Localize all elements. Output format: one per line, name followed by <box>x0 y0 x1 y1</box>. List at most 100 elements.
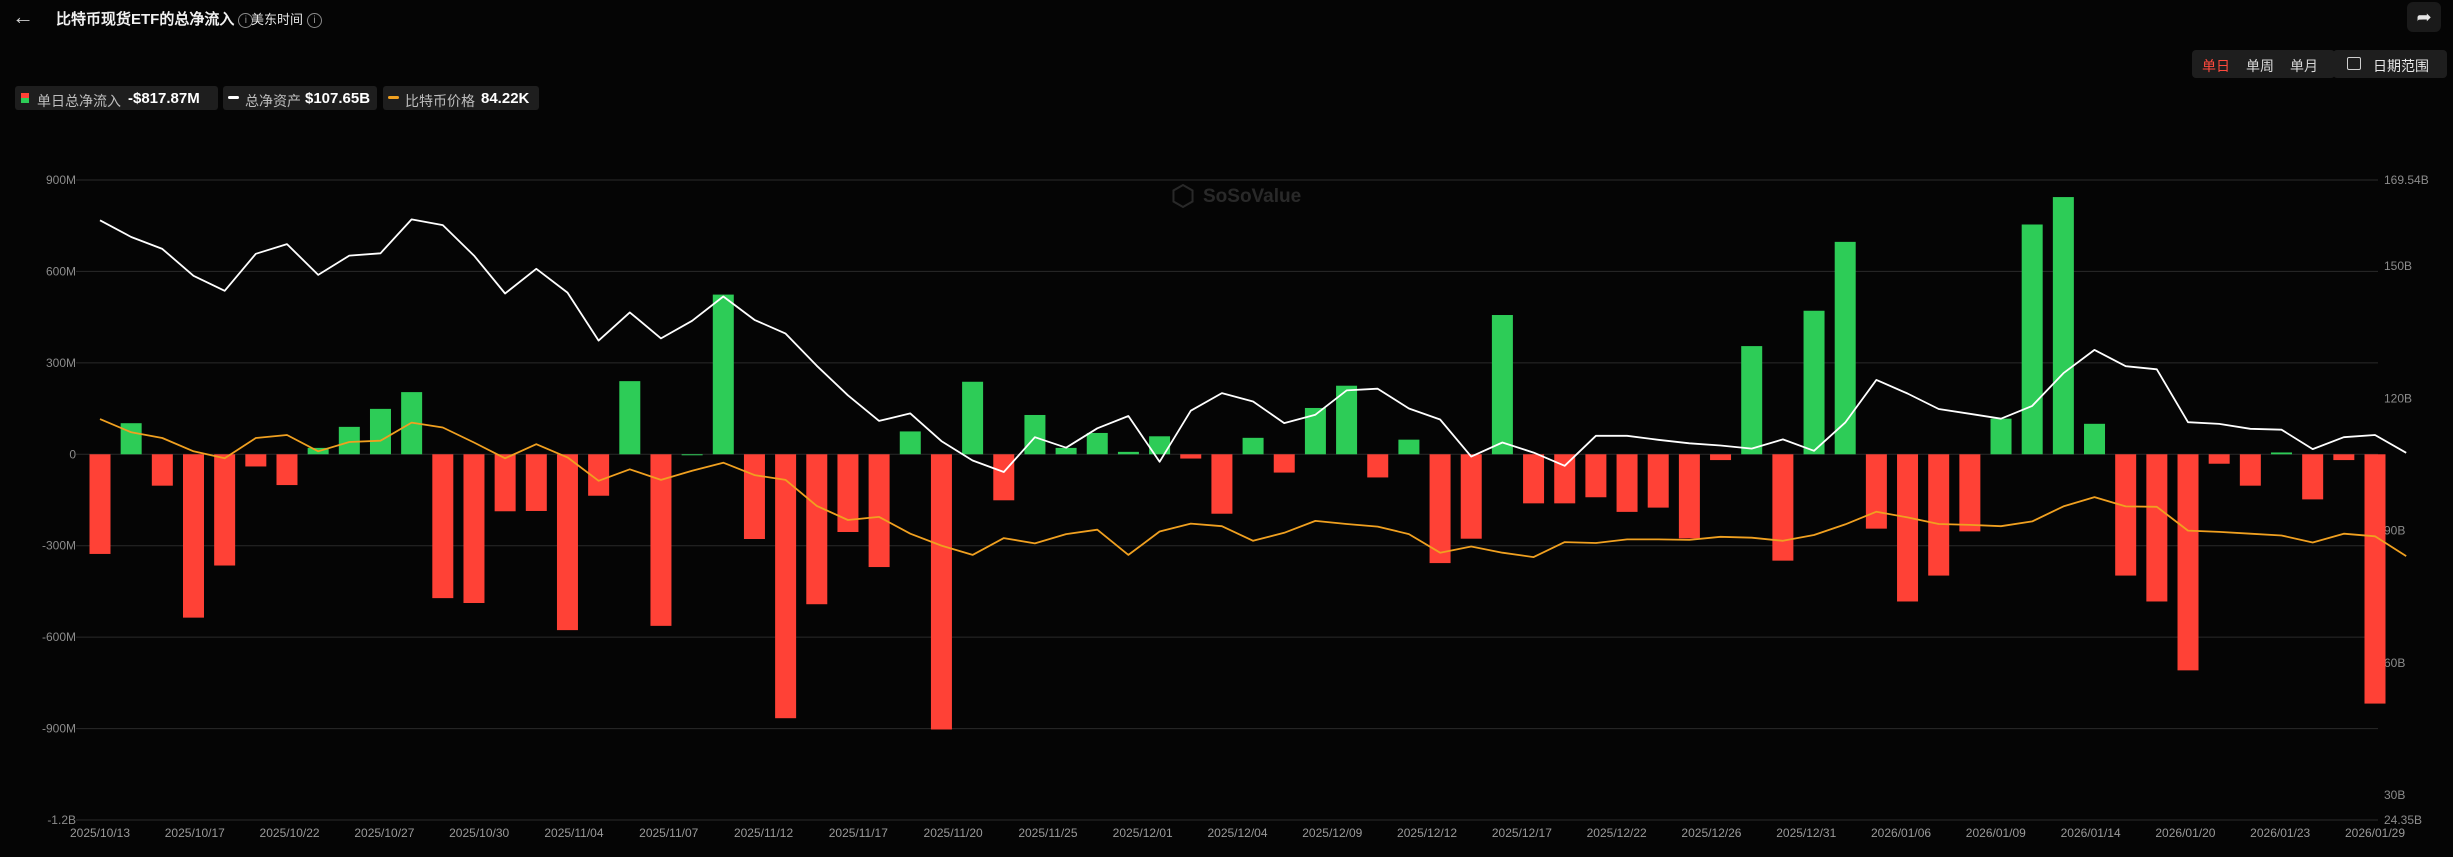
legend-btc-price[interactable]: 比特币价格 84.22K <box>383 86 539 110</box>
bar <box>151 454 173 486</box>
y-tick-label: -900M <box>42 722 76 736</box>
bar <box>743 454 765 540</box>
page-title: 比特币现货ETF的总净流入 i <box>56 8 254 29</box>
x-tick-label: 2025/12/04 <box>1207 826 1267 840</box>
bar <box>1834 241 1856 455</box>
bar <box>1304 407 1326 455</box>
bar <box>1772 454 1794 561</box>
bar <box>214 454 236 566</box>
x-tick-label: 2025/10/22 <box>260 826 320 840</box>
bar <box>650 454 672 626</box>
bar <box>806 454 828 605</box>
legend-net-inflow[interactable]: 单日总净流入 -$817.87M <box>15 86 218 110</box>
x-tick-label: 2025/12/09 <box>1302 826 1362 840</box>
x-tick-label: 2025/10/13 <box>70 826 130 840</box>
bar <box>1959 454 1981 532</box>
bar <box>1678 454 1700 539</box>
bar <box>1429 454 1451 564</box>
bar <box>868 454 890 568</box>
bar <box>432 454 454 599</box>
bar <box>1585 454 1607 498</box>
x-tick-label: 2026/01/23 <box>2250 826 2310 840</box>
bar <box>2115 454 2137 576</box>
bar <box>525 454 547 511</box>
y2-tick-label: 24.35B <box>2384 813 2422 827</box>
bar <box>899 431 921 455</box>
bar <box>1149 436 1171 455</box>
bar <box>1367 454 1389 478</box>
watermark-text: SoSoValue <box>1203 186 1301 207</box>
btc-price-line <box>99 418 2407 558</box>
bar <box>1211 454 1233 514</box>
x-tick-label: 2026/01/20 <box>2155 826 2215 840</box>
bar <box>556 454 578 631</box>
arrow-left-icon[interactable]: ← <box>12 4 34 29</box>
legend-name: 比特币价格 <box>405 93 475 109</box>
bar <box>2208 454 2230 464</box>
bar <box>775 454 797 719</box>
legend-value: 84.22K <box>481 90 530 107</box>
period-switch: 单日 单周 单月 <box>2192 50 2335 78</box>
tab-weekly[interactable]: 单周 <box>2246 58 2274 74</box>
bar <box>2271 452 2293 455</box>
tab-daily[interactable]: 单日 <box>2202 58 2230 74</box>
x-tick-label: 2025/11/12 <box>734 826 793 840</box>
y2-tick-label: 30B <box>2384 788 2405 802</box>
share-button[interactable]: ➦ <box>2407 2 2441 32</box>
bar <box>1554 454 1576 504</box>
tab-monthly[interactable]: 单月 <box>2290 58 2318 74</box>
y-tick-label: -1.2B <box>47 813 76 827</box>
info-icon[interactable]: i <box>238 13 254 28</box>
bar <box>1336 385 1358 455</box>
bar <box>1491 315 1513 455</box>
bar <box>1865 454 1887 529</box>
x-tick-label: 2025/11/04 <box>544 826 603 840</box>
legend-net-assets[interactable]: 总净资产 $107.65B <box>223 86 377 110</box>
bar <box>2333 454 2355 461</box>
bar <box>89 454 111 554</box>
y-tick-label: 600M <box>46 264 76 278</box>
bar <box>2084 423 2106 455</box>
bar <box>1024 414 1046 455</box>
x-tick-label: 2025/11/07 <box>639 826 698 840</box>
bar <box>1460 454 1482 539</box>
bar <box>1647 454 1669 508</box>
bar <box>1741 346 1763 455</box>
bar <box>1710 454 1732 461</box>
x-tick-label: 2025/12/22 <box>1587 826 1647 840</box>
bar <box>1117 451 1139 455</box>
bar <box>1928 454 1950 576</box>
legend-value: -$817.87M <box>128 90 200 107</box>
y2-tick-label: 120B <box>2384 391 2412 405</box>
bar <box>182 454 204 618</box>
bar <box>276 454 298 486</box>
y-tick-label: 0 <box>69 447 76 461</box>
x-tick-label: 2025/11/17 <box>829 826 888 840</box>
y-tick-label: -300M <box>42 539 76 553</box>
date-range-button[interactable]: 日期范围 <box>2333 50 2447 78</box>
x-tick-label: 2025/10/17 <box>165 826 225 840</box>
timezone-info-icon[interactable]: i <box>307 13 323 28</box>
bar <box>588 454 610 496</box>
x-tick-label: 2025/12/12 <box>1397 826 1457 840</box>
x-tick-label: 2025/10/27 <box>354 826 414 840</box>
bar <box>338 426 360 455</box>
bar <box>369 408 391 455</box>
bar <box>2146 454 2168 602</box>
bar <box>1180 454 1202 459</box>
bar <box>1803 310 1825 455</box>
bar <box>2021 224 2043 455</box>
y2-tick-label: 169.54B <box>2384 173 2429 187</box>
x-tick-label: 2025/11/20 <box>924 826 983 840</box>
timezone-text: 美东时间 <box>251 12 304 27</box>
top-bar: ← 比特币现货ETF的总净流入 i 美东时间 i ➦ <box>0 0 2453 36</box>
y2-tick-label: 150B <box>2384 259 2412 273</box>
bar <box>930 454 952 730</box>
x-tick-label: 2025/11/25 <box>1018 826 1077 840</box>
bar <box>463 454 485 604</box>
y2-tick-label: 60B <box>2384 656 2405 670</box>
calendar-icon <box>2347 57 2361 70</box>
bar <box>1055 447 1077 455</box>
bar <box>1897 454 1919 602</box>
